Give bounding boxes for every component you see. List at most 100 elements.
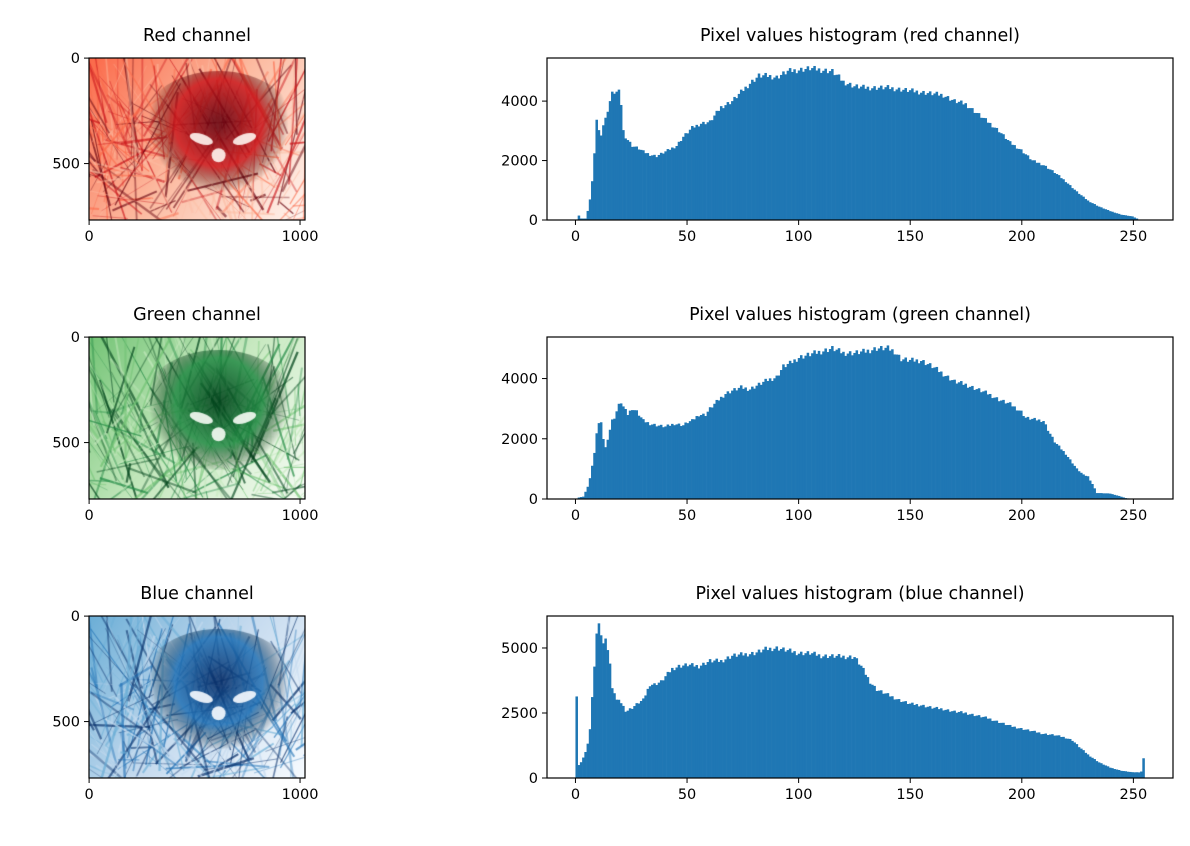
- histogram-bar: [811, 653, 814, 778]
- histogram-bar: [655, 685, 658, 778]
- histogram-bar: [1036, 733, 1039, 778]
- histogram-bar: [1038, 163, 1041, 220]
- histogram-bar: [922, 91, 925, 220]
- y-tick-label: 0: [71, 330, 80, 346]
- histogram-bar: [707, 122, 710, 220]
- histogram-bar: [1078, 747, 1081, 778]
- histogram-bar: [751, 652, 754, 778]
- histogram-bar: [671, 668, 674, 778]
- histogram-bar: [604, 447, 607, 499]
- histogram-bar: [1042, 734, 1045, 778]
- histogram-bar: [622, 406, 625, 499]
- histogram-bar: [615, 92, 618, 220]
- histogram-bar: [1082, 474, 1085, 499]
- histogram-bar: [933, 367, 936, 499]
- histogram-bar: [1098, 493, 1101, 499]
- histogram-bar: [767, 77, 770, 220]
- x-tick-label: 1000: [282, 229, 319, 245]
- histogram-bar: [1111, 212, 1114, 220]
- histogram-bar: [940, 372, 943, 499]
- histogram-bar: [818, 654, 821, 778]
- histogram-bar: [882, 89, 885, 220]
- histogram-bar: [804, 69, 807, 220]
- histogram-bar: [878, 88, 881, 220]
- histogram-bar: [887, 85, 890, 220]
- x-tick-label: 0: [571, 229, 580, 245]
- histogram-bar: [1069, 185, 1072, 220]
- x-tick-label: 100: [785, 229, 813, 245]
- histogram-bar: [942, 710, 945, 778]
- histogram-bar: [1009, 141, 1012, 220]
- histogram-bar: [669, 150, 672, 220]
- histogram-bar: [633, 410, 636, 499]
- histogram-bar: [635, 410, 638, 499]
- histogram-bar: [780, 649, 783, 778]
- histogram-bar: [1020, 149, 1023, 220]
- histogram-bar: [776, 376, 779, 499]
- x-tick-label: 0: [571, 787, 580, 803]
- histogram-bar: [684, 663, 687, 778]
- x-tick-label: 200: [1008, 787, 1036, 803]
- histogram-bar: [916, 359, 919, 499]
- histogram-bar: [873, 686, 876, 778]
- histogram-bar: [720, 106, 723, 220]
- histogram-bar: [960, 381, 963, 499]
- histogram-bar: [933, 708, 936, 778]
- histogram-bar: [920, 93, 923, 220]
- histogram-bar: [773, 78, 776, 220]
- histogram-bar: [891, 349, 894, 499]
- histogram-bar: [651, 425, 654, 499]
- histogram-bar: [778, 376, 781, 499]
- histogram-bar: [938, 372, 941, 499]
- histogram-bar: [989, 394, 992, 499]
- histogram-bar: [833, 658, 836, 778]
- histogram-bar: [747, 656, 750, 778]
- x-tick-label: 250: [1120, 229, 1148, 245]
- histogram-bar: [762, 650, 765, 778]
- histogram-bar: [1036, 420, 1039, 499]
- histogram-bar: [1045, 166, 1048, 220]
- histogram-bar: [989, 719, 992, 778]
- histogram-bar: [904, 88, 907, 220]
- histogram-bar: [1080, 195, 1083, 220]
- histogram-bar: [811, 68, 814, 220]
- y-tick-label: 4000: [501, 372, 538, 388]
- histogram-bar: [860, 351, 863, 499]
- histogram-bar: [807, 353, 810, 499]
- histogram-bar: [700, 415, 703, 499]
- histogram-bar: [858, 665, 861, 778]
- histogram-bar: [860, 87, 863, 220]
- histogram-bar: [584, 492, 587, 499]
- histogram-bar: [907, 704, 910, 778]
- histogram-bar: [651, 155, 654, 220]
- histogram-bar: [860, 666, 863, 778]
- histogram-bar: [998, 723, 1001, 778]
- histogram-bar: [1025, 154, 1028, 220]
- histogram-bar: [1098, 207, 1101, 220]
- histogram-bar: [716, 659, 719, 778]
- histogram-bar: [624, 712, 627, 778]
- histogram-bar: [969, 714, 972, 778]
- histogram-bar: [987, 394, 990, 499]
- histogram-bar: [862, 85, 865, 220]
- histogram-bar: [702, 414, 705, 499]
- histogram-bar: [762, 75, 765, 220]
- histogram-bar: [744, 653, 747, 778]
- histogram-bar: [702, 122, 705, 220]
- histogram-bar: [716, 400, 719, 499]
- histogram-bar: [967, 388, 970, 499]
- histogram-bar: [851, 355, 854, 499]
- histogram-bar: [856, 84, 859, 220]
- histogram-bar: [913, 705, 916, 778]
- histogram-bar: [836, 75, 839, 220]
- histogram-bar: [1076, 468, 1079, 499]
- histogram-bar: [824, 69, 827, 220]
- channel-image-canvas: [89, 58, 305, 220]
- histogram-bar: [1047, 735, 1050, 778]
- histogram-bar: [967, 715, 970, 778]
- histogram-bar: [807, 651, 810, 778]
- histogram-bar: [784, 74, 787, 220]
- histogram-bar: [944, 710, 947, 778]
- histogram-bar: [747, 391, 750, 499]
